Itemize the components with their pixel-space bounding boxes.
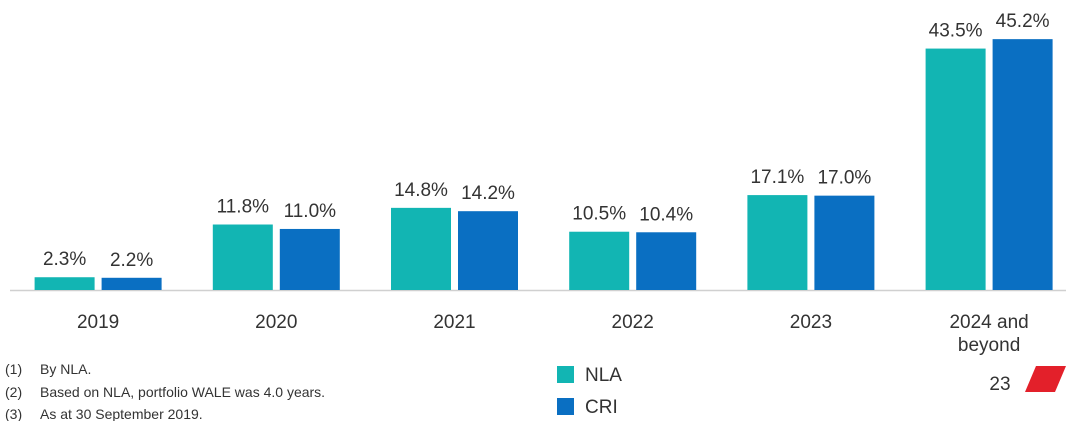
footnote-marker: (1) [5,361,23,377]
bar [569,231,630,290]
footnote-text: As at 30 September 2019. [40,406,203,421]
data-label: 43.5% [929,21,983,42]
legend-swatch [557,398,574,415]
bar [747,195,808,290]
bar [458,211,518,290]
data-label: 14.2% [461,183,515,204]
bar [992,39,1053,290]
data-label: 10.5% [572,204,626,225]
data-label: 10.4% [639,204,693,225]
legend-swatch [557,366,574,383]
data-label: 17.1% [750,167,804,188]
x-tick-label: 2022 [611,312,654,333]
bar [814,195,875,290]
x-tick-label: 2023 [789,312,833,333]
bar [636,232,697,290]
x-tick-label: 2019 [76,312,120,333]
footnote-marker: (2) [5,383,23,400]
bar [279,228,340,290]
footnote-marker: (3) [5,406,23,421]
footnote-text: Based on NLA, portfolio WALE was 4.0 yea… [40,383,326,400]
data-label: 2.2% [110,250,153,271]
bar [925,48,986,291]
legend-label: CRI [585,397,618,418]
x-tick-label: 2020 [255,312,298,333]
data-label: 17.0% [817,168,871,189]
x-tick-label: 2024 and beyond [949,312,1029,356]
bar [101,277,162,290]
x-tick-label: 2021 [433,312,476,333]
data-label: 45.2% [996,11,1050,32]
data-label: 14.8% [394,180,448,201]
data-label: 11.0% [284,201,337,222]
data-label: 11.8% [217,197,270,218]
bar [391,207,451,290]
footnote-text: By NLA. [40,361,92,377]
logo [1025,366,1066,392]
page-number: 23 [989,374,1010,395]
bar [212,224,273,290]
data-label: 2.3% [43,249,86,270]
bar [34,277,95,290]
legend-label: NLA [585,365,622,386]
